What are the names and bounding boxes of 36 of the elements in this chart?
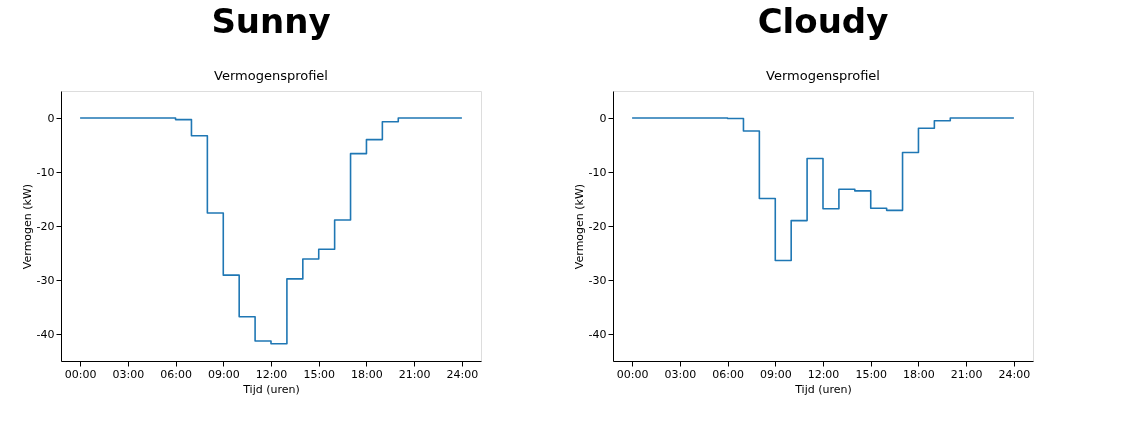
chart-subtitle: Vermogensprofiel (766, 68, 880, 83)
x-tick-label: 24:00 (998, 367, 1031, 381)
y-tick-label: 0 (47, 111, 55, 125)
x-tick-label: 03:00 (664, 367, 697, 381)
y-tick-label: -10 (36, 165, 55, 179)
x-tick-label: 03:00 (112, 367, 145, 381)
y-tick-label: -30 (588, 273, 607, 287)
x-axis-title: Tijd (uren) (242, 382, 300, 396)
x-tick-label: 15:00 (303, 367, 336, 381)
x-tick-label: 06:00 (712, 367, 744, 381)
x-tick-label: 12:00 (807, 367, 840, 381)
y-tick-label: 0 (599, 111, 607, 125)
chart-title: Sunny (211, 1, 331, 41)
x-tick-label: 24:00 (446, 367, 479, 381)
chart-subtitle: Vermogensprofiel (214, 68, 328, 83)
x-tick-label: 21:00 (398, 367, 431, 381)
x-tick-label: 06:00 (160, 367, 192, 381)
x-tick-label: 18:00 (903, 367, 935, 381)
x-tick-label: 18:00 (351, 367, 383, 381)
x-tick-label: 12:00 (255, 367, 288, 381)
y-tick-label: -10 (588, 165, 607, 179)
x-tick-label: 00:00 (64, 367, 97, 381)
x-tick-label: 21:00 (950, 367, 983, 381)
x-tick-label: 09:00 (759, 367, 792, 381)
x-axis-title: Tijd (uren) (794, 382, 852, 396)
x-tick-label: 15:00 (855, 367, 888, 381)
y-tick-label: -20 (588, 219, 607, 233)
y-axis-title: Vermogen (kW) (20, 183, 34, 270)
y-tick-label: -20 (36, 219, 55, 233)
y-tick-label: -30 (36, 273, 55, 287)
x-tick-label: 09:00 (207, 367, 240, 381)
chart-title: Cloudy (757, 1, 889, 41)
y-tick-label: -40 (588, 327, 607, 341)
y-axis-title: Vermogen (kW) (572, 183, 586, 270)
x-tick-label: 00:00 (616, 367, 649, 381)
y-tick-label: -40 (36, 327, 55, 341)
